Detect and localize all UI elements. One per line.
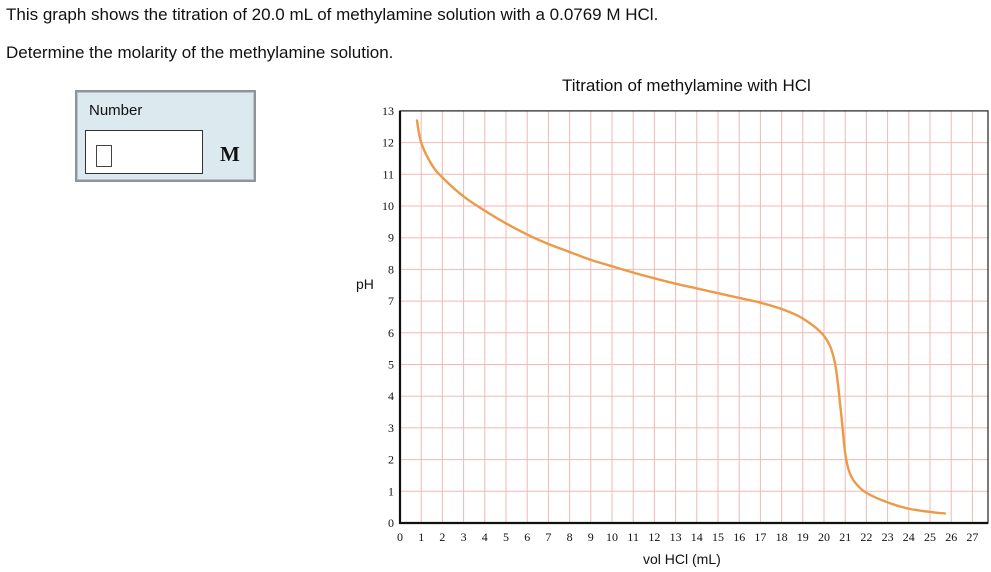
y-tick-label: 7: [388, 294, 394, 308]
x-tick-label: 17: [754, 530, 766, 544]
answer-label: Number: [89, 102, 143, 119]
x-tick-label: 6: [524, 530, 530, 544]
question-text-line1: This graph shows the titration of 20.0 m…: [6, 5, 659, 24]
x-tick-label: 4: [482, 530, 488, 544]
y-tick-label: 4: [388, 389, 394, 403]
x-tick-label: 7: [545, 530, 551, 544]
x-tick-label: 5: [503, 530, 509, 544]
chart-title: Titration of methylamine with HCl: [562, 76, 811, 95]
unit-label: M: [220, 142, 240, 166]
x-tick-label: 18: [776, 530, 788, 544]
y-axis-label: pH: [356, 276, 374, 292]
question-text-line2: Determine the molarity of the methylamin…: [6, 43, 394, 62]
x-tick-label: 23: [882, 530, 894, 544]
x-tick-label: 2: [439, 530, 445, 544]
x-tick-label: 1: [418, 530, 424, 544]
x-tick-label: 3: [461, 530, 467, 544]
y-tick-label: 5: [388, 358, 394, 372]
chart-grid: [400, 110, 988, 523]
x-tick-label: 14: [691, 530, 703, 544]
x-tick-label: 13: [670, 530, 682, 544]
x-tick-label: 26: [945, 530, 957, 544]
y-tick-label: 8: [388, 262, 394, 276]
x-tick-label: 11: [627, 530, 639, 544]
x-tick-label: 0: [397, 530, 403, 544]
x-tick-label: 25: [924, 530, 936, 544]
y-tick-label: 3: [388, 421, 394, 435]
x-tick-label: 27: [966, 530, 978, 544]
y-tick-label: 12: [382, 136, 394, 150]
x-tick-label: 16: [733, 530, 745, 544]
answer-panel: Number M: [75, 90, 256, 182]
y-tick-label: 9: [388, 231, 394, 245]
x-tick-label: 19: [797, 530, 809, 544]
y-tick-label: 10: [382, 199, 394, 213]
x-tick-label: 8: [567, 530, 573, 544]
x-tick-label: 15: [712, 530, 724, 544]
x-tick-label: 24: [903, 530, 915, 544]
plot-frame: [399, 110, 989, 524]
y-tick-label: 2: [388, 453, 394, 467]
titration-curve: [415, 119, 947, 515]
y-tick-label: 6: [388, 326, 394, 340]
x-axis-label: vol HCl (mL): [643, 551, 721, 567]
x-tick-label: 21: [839, 530, 851, 544]
y-tick-label: 0: [388, 516, 394, 530]
y-tick-label: 11: [382, 167, 394, 181]
y-tick-label: 13: [382, 104, 394, 118]
y-tick-label: 1: [388, 484, 394, 498]
x-axis-ticks: 0 1 2 3 4 5 6 7 8 9 10 11 12 13 14 15 16 17 18 19 20 21 22 23 24…: [397, 530, 978, 544]
x-tick-label: 10: [606, 530, 618, 544]
x-tick-label: 9: [588, 530, 594, 544]
x-tick-label: 20: [818, 530, 830, 544]
x-tick-label: 12: [648, 530, 660, 544]
x-tick-label: 22: [860, 530, 872, 544]
